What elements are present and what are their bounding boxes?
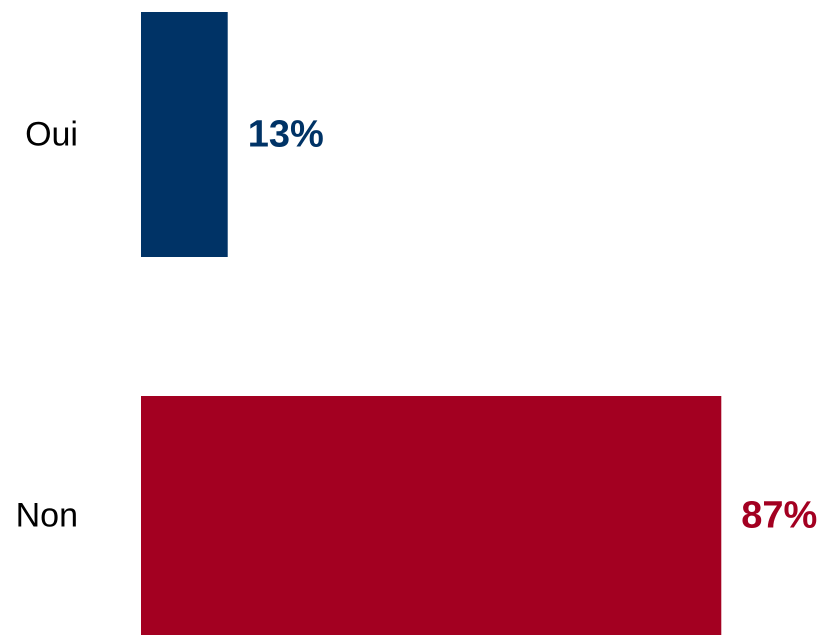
bars-layer <box>141 12 722 635</box>
bar-oui <box>141 12 228 257</box>
bar-non <box>141 396 722 635</box>
category-label-oui: Oui <box>25 116 78 154</box>
value-label-non: 87% <box>741 495 817 537</box>
category-label-non: Non <box>16 497 78 535</box>
value-label-oui: 13% <box>248 114 324 156</box>
labels-layer: Oui 13% Non 87% <box>16 114 818 537</box>
